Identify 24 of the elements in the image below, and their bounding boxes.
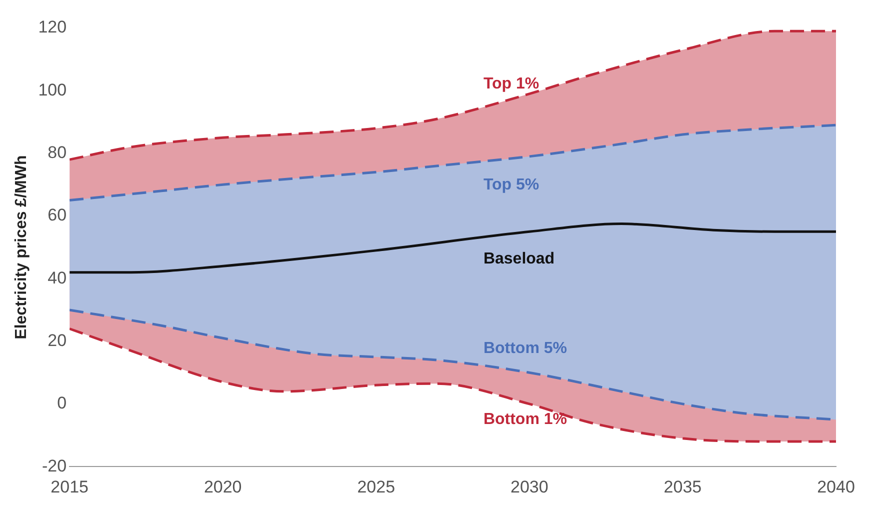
x-tick-label: 2020 — [204, 477, 242, 496]
x-tick-label: 2040 — [817, 477, 855, 496]
line-series — [70, 30, 836, 161]
y-axis-title: Electricity prices £/MWh — [13, 155, 30, 340]
y-tick-label: 0 — [57, 394, 67, 413]
x-tick-label: 2015 — [50, 477, 88, 496]
series-label: Bottom 5% — [483, 340, 567, 357]
y-tick-label: 60 — [48, 206, 67, 225]
y-tick-label: 80 — [48, 143, 67, 162]
line-series — [70, 328, 836, 443]
series-label: Bottom 1% — [483, 411, 567, 428]
line-series — [70, 222, 836, 274]
x-tick-label: 2025 — [357, 477, 396, 496]
line-series — [70, 124, 836, 202]
x-tick-label: 2030 — [510, 477, 548, 496]
series-label: Top 5% — [483, 176, 540, 194]
series-label: Top 1% — [483, 76, 540, 93]
x-tick-label: 2035 — [664, 477, 702, 496]
series-label: Baseload — [483, 250, 555, 268]
y-tick-label: 120 — [38, 18, 67, 37]
y-tick-label: 20 — [48, 330, 67, 350]
y-tick-label: -20 — [42, 456, 67, 476]
y-tick-label: 100 — [38, 80, 67, 100]
y-tick-label: 40 — [48, 268, 67, 288]
